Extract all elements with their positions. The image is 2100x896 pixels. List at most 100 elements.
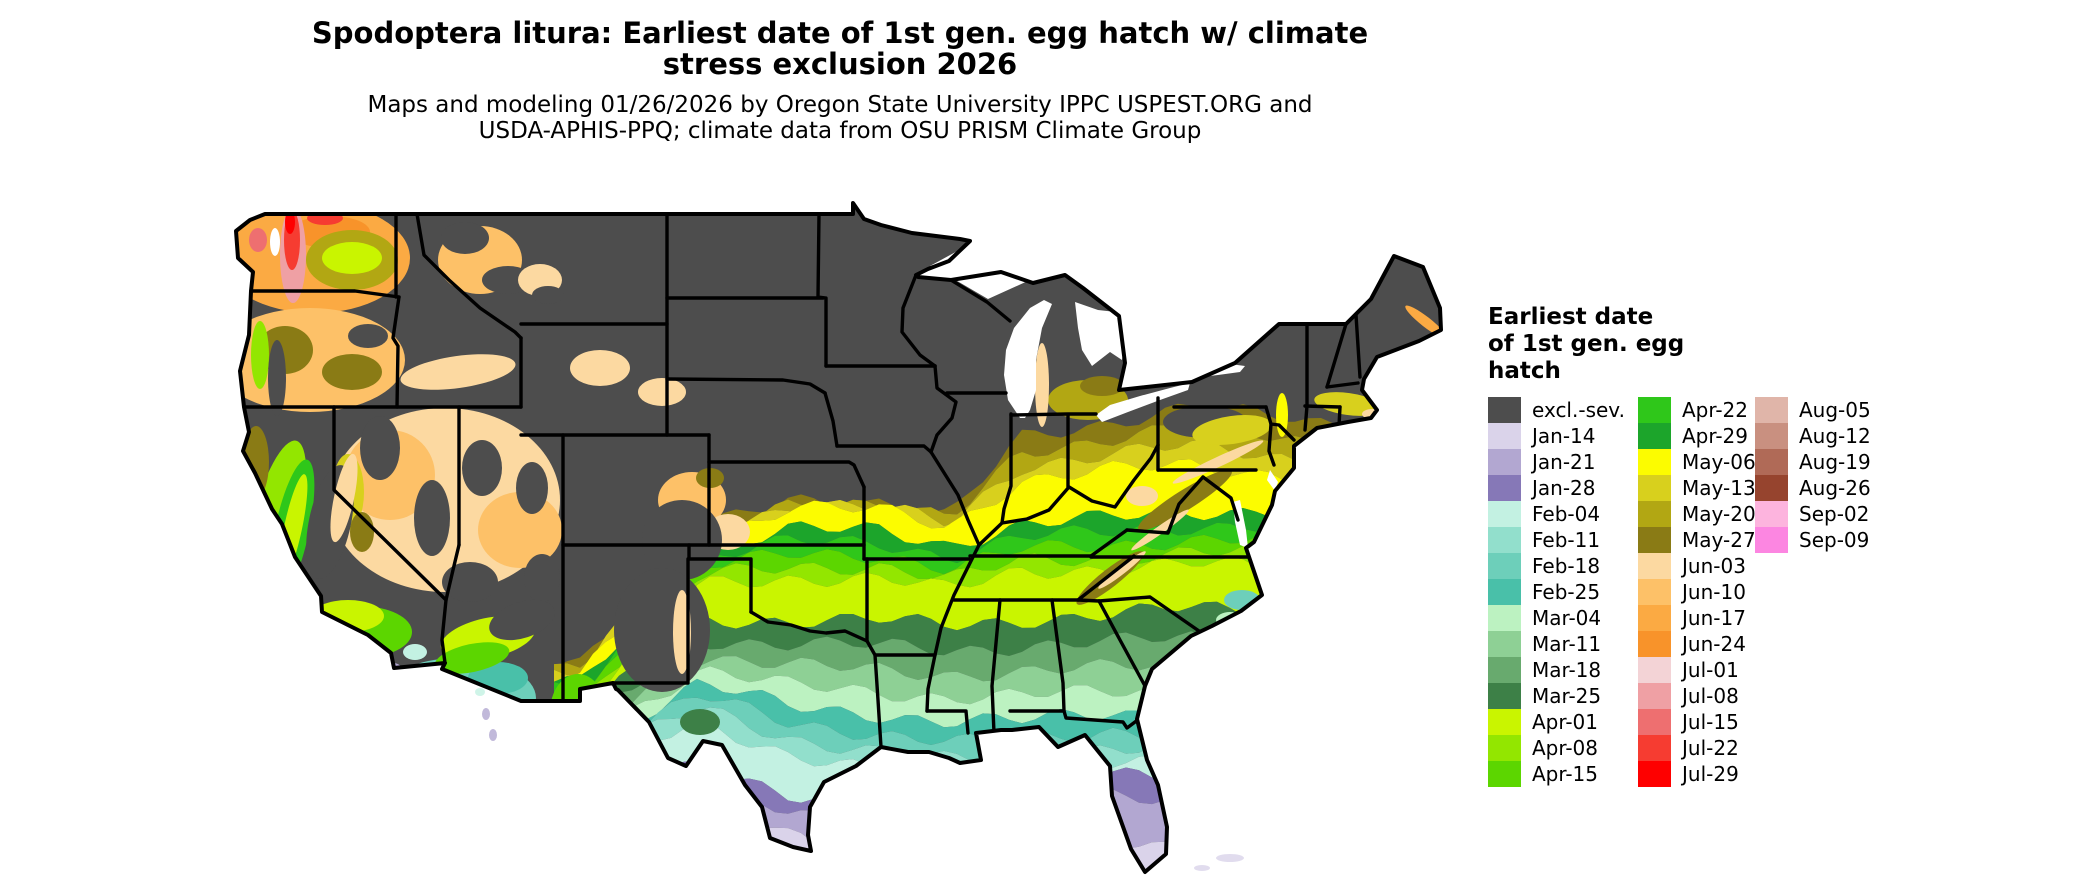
legend-title-line: of 1st gen. egg xyxy=(1488,331,1685,357)
legend-label: Mar-18 xyxy=(1532,658,1602,682)
legend-item: Jul-15 xyxy=(1638,709,1756,735)
legend-label: Apr-22 xyxy=(1682,398,1748,422)
region-patch xyxy=(489,599,555,641)
region-patch xyxy=(251,321,269,389)
legend-label: Jul-15 xyxy=(1682,710,1739,734)
conus-outline xyxy=(234,201,1443,874)
legend-item: Mar-25 xyxy=(1488,683,1625,709)
state-border xyxy=(707,460,866,489)
legend-swatch xyxy=(1638,631,1671,657)
legend-label: Jun-17 xyxy=(1682,606,1746,630)
state-border xyxy=(749,610,869,643)
legend-swatch xyxy=(1638,683,1671,709)
band-May-06 xyxy=(554,459,1441,682)
legend-label: Aug-12 xyxy=(1799,424,1871,448)
region-patch xyxy=(322,242,382,274)
legend-item: Mar-11 xyxy=(1488,631,1625,657)
state-border xyxy=(1325,322,1348,389)
legend-label: Apr-08 xyxy=(1532,736,1598,760)
state-border xyxy=(823,391,839,448)
legend-label: Sep-09 xyxy=(1799,528,1870,552)
map-subtitle: Maps and modeling 01/26/2026 by Oregon S… xyxy=(0,92,1680,144)
legend-item: Feb-11 xyxy=(1488,527,1625,553)
legend-item: Aug-19 xyxy=(1755,449,1871,475)
legend-item: Feb-25 xyxy=(1488,579,1625,605)
legend-title-line: hatch xyxy=(1488,358,1561,384)
state-border xyxy=(1303,322,1309,432)
offshore-speck xyxy=(1216,854,1244,862)
legend-label: Jan-21 xyxy=(1532,450,1596,474)
legend-swatch xyxy=(1488,449,1521,475)
legend-swatch xyxy=(1488,423,1521,449)
band-Mar-04 xyxy=(554,666,1441,757)
region-patch xyxy=(400,354,516,390)
legend-swatch xyxy=(1488,631,1521,657)
legend-item: Jan-21 xyxy=(1488,449,1625,475)
legend-swatch xyxy=(1488,475,1521,501)
legend-label: Mar-11 xyxy=(1532,632,1602,656)
legend-label: Jul-08 xyxy=(1682,684,1739,708)
region-patch xyxy=(442,562,498,602)
state-border xyxy=(665,377,827,395)
state-border xyxy=(687,543,753,614)
legend-label: May-13 xyxy=(1682,476,1756,500)
legend-label: Apr-15 xyxy=(1532,762,1598,786)
region-patch xyxy=(403,644,427,660)
legend-label: Jun-10 xyxy=(1682,580,1746,604)
legend-item: Sep-09 xyxy=(1755,527,1871,553)
legend-label: Mar-04 xyxy=(1532,606,1602,630)
state-border xyxy=(865,639,883,749)
lake xyxy=(1004,300,1052,418)
legend-label: Feb-18 xyxy=(1532,554,1601,578)
state-border xyxy=(249,289,401,299)
offshore-speck xyxy=(489,729,497,741)
state-border xyxy=(929,364,958,454)
legend-title: Earliest date of 1st gen. egg hatch xyxy=(1488,304,2048,385)
state-border xyxy=(835,444,933,454)
legend-swatch xyxy=(1638,397,1671,423)
legend-swatch xyxy=(1488,579,1521,605)
legend-swatch xyxy=(1755,397,1788,423)
legend-swatch xyxy=(1638,553,1671,579)
legend-item: excl.-sev. xyxy=(1488,397,1625,423)
legend-item: Mar-18 xyxy=(1488,657,1625,683)
region-patch xyxy=(360,416,400,480)
region-patch xyxy=(680,709,720,735)
state-border xyxy=(816,212,828,368)
state-border xyxy=(925,543,981,713)
legend-swatch xyxy=(1638,449,1671,475)
region-patch xyxy=(532,286,564,304)
band-Jan-21 xyxy=(554,785,1441,872)
legend-item: May-27 xyxy=(1638,527,1756,553)
legend-label: Feb-11 xyxy=(1532,528,1601,552)
legend-item: Apr-08 xyxy=(1488,735,1625,761)
region-patch xyxy=(322,676,398,704)
region-patch xyxy=(348,324,388,348)
legend-label: Jan-14 xyxy=(1532,424,1596,448)
legend-item: Jan-28 xyxy=(1488,475,1625,501)
state-border xyxy=(1097,595,1201,633)
legend-swatch xyxy=(1638,423,1671,449)
legend-item: Jun-03 xyxy=(1638,553,1756,579)
legend-item: May-20 xyxy=(1638,501,1756,527)
state-border xyxy=(977,443,1160,547)
puget-sound xyxy=(270,228,280,256)
legend-label: Aug-26 xyxy=(1799,476,1871,500)
legend-item: Sep-02 xyxy=(1755,501,1871,527)
map-canvas xyxy=(234,201,1443,874)
band-Feb-25 xyxy=(554,678,1441,765)
state-border xyxy=(900,273,937,368)
region-patch xyxy=(322,354,382,390)
region-patch xyxy=(1172,440,1264,484)
lake xyxy=(1096,383,1190,422)
legend-label: Mar-25 xyxy=(1532,684,1602,708)
state-border xyxy=(1050,598,1066,713)
subtitle-line-1: Maps and modeling 01/26/2026 by Oregon S… xyxy=(367,92,1313,118)
region-patch xyxy=(478,492,562,568)
band-Jan-14 xyxy=(554,800,1441,872)
legend-swatch xyxy=(1755,527,1788,553)
legend-label: Apr-01 xyxy=(1532,710,1598,734)
state-border xyxy=(1009,412,1098,417)
band-May-27 xyxy=(554,403,1441,668)
legend-swatch xyxy=(1488,501,1521,527)
